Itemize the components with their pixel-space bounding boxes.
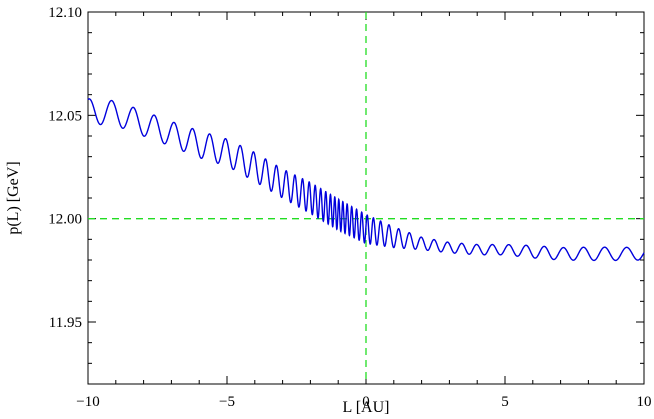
y-tick-label: 12.10 [48,5,82,21]
y-tick-label: 11.95 [49,315,82,331]
x-tick-label: 10 [637,394,652,410]
x-tick-label: −5 [219,394,235,410]
x-axis-label: L [AU] [343,399,390,416]
x-tick-label: −10 [76,394,99,410]
series-line [87,98,645,262]
y-tick-label: 12.00 [48,212,82,228]
tick-labels: −10 −5 0 5 10 11.95 12.00 12.05 12.10 [48,5,651,410]
y-tick-label: 12.05 [48,108,82,124]
y-axis-label: p(L) [GeV] [5,161,22,234]
x-tick-label: 5 [501,394,509,410]
reference-lines [88,12,644,384]
x-tick-label: 0 [362,394,370,410]
